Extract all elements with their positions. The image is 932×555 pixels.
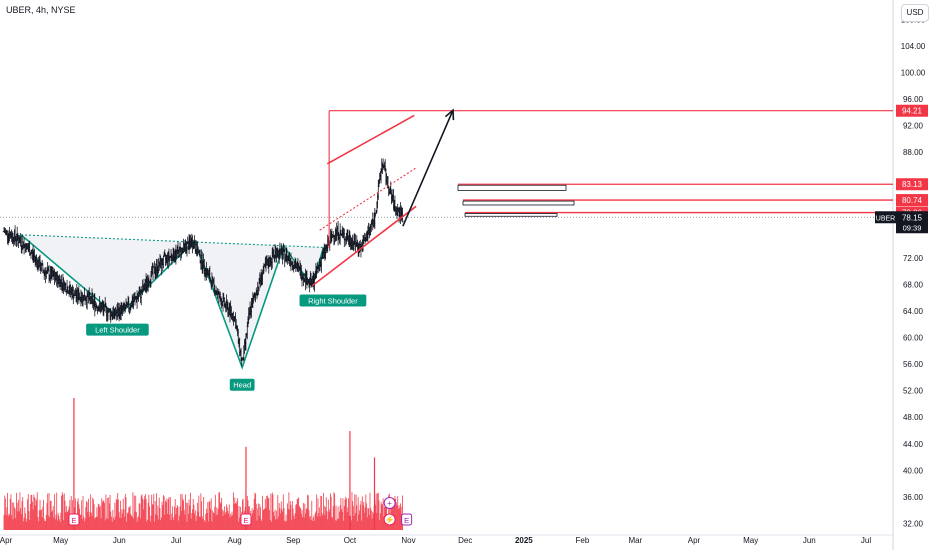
current-price-value: 78.15	[902, 213, 923, 222]
x-tick-label: 2025	[515, 536, 533, 545]
arrow-head	[444, 108, 455, 121]
y-tick-label: 100.00	[901, 68, 926, 77]
pattern-fill	[21, 234, 324, 368]
earnings-marker	[68, 513, 80, 526]
annotation-label: Left Shoulder	[95, 326, 140, 335]
split-event-icon	[383, 513, 396, 526]
x-tick-label: May	[53, 536, 68, 545]
channel-upper	[326, 114, 415, 165]
x-tick-label: Mar	[628, 536, 642, 545]
x-tick-label: Apr	[0, 536, 13, 545]
y-tick-label: 104.00	[901, 42, 926, 51]
y-tick-label: 60.00	[903, 334, 924, 343]
earnings-marker-label: E	[404, 516, 409, 525]
x-tick-label: Nov	[401, 536, 415, 545]
split-event-glyph: ⚡	[385, 515, 395, 525]
symbol-badge	[875, 211, 896, 224]
y-tick-label: 32.00	[903, 519, 924, 528]
x-tick-label: Jun	[803, 536, 816, 545]
y-tick-label: 68.00	[903, 281, 924, 290]
dividend-event-icon	[383, 497, 396, 509]
price-axis-badge-label: 83.13	[902, 180, 923, 189]
y-tick-label: 64.00	[903, 307, 924, 316]
resistance-box	[462, 200, 575, 206]
channel-mid	[319, 167, 417, 231]
y-tick-label: 88.00	[903, 148, 924, 157]
x-tick-label: Jun	[113, 536, 126, 545]
price-axis-badge-label: 94.21	[902, 107, 923, 116]
x-tick-label: Oct	[344, 536, 357, 545]
price-axis-badge	[896, 104, 928, 117]
y-tick-label: 36.00	[903, 493, 924, 502]
y-tick-label: 92.00	[903, 121, 924, 130]
y-tick-label: 96.00	[903, 95, 924, 104]
y-tick-label: 48.00	[903, 413, 924, 422]
symbol-title: UBER, 4h, NYSE	[6, 5, 76, 15]
x-tick-label: Sep	[286, 536, 301, 545]
current-price-badge	[896, 211, 928, 234]
price-axis-badge	[896, 178, 928, 191]
resistance-box	[464, 213, 558, 217]
x-tick-label: Aug	[228, 536, 242, 545]
x-tick-label: Jul	[171, 536, 181, 545]
x-tick-label: Dec	[458, 536, 472, 545]
earnings-marker	[240, 513, 252, 526]
y-tick-label: 40.00	[903, 466, 924, 475]
resistance-box	[457, 184, 567, 191]
y-tick-label: 56.00	[903, 360, 924, 369]
x-tick-label: Feb	[576, 536, 590, 545]
channel-lower	[311, 205, 417, 287]
x-tick-label: Jul	[861, 536, 871, 545]
projection-arrow	[402, 109, 454, 227]
y-tick-label: 44.00	[903, 440, 924, 449]
annotation-label: Right Shoulder	[308, 297, 358, 306]
earnings-marker	[401, 513, 413, 526]
price-axis-badge-label: 80.74	[902, 196, 923, 205]
x-tick-label: Apr	[688, 536, 701, 545]
currency-button[interactable]: USD	[901, 4, 929, 22]
annotation-badge	[299, 294, 367, 307]
y-tick-label: 52.00	[903, 387, 924, 396]
price-axis-badge	[896, 194, 928, 207]
earnings-marker-label: E	[243, 516, 248, 525]
symbol-badge-label: UBER	[876, 215, 895, 222]
x-tick-label: May	[743, 536, 758, 545]
dividend-event-glyph: +	[387, 499, 392, 508]
earnings-marker-label: E	[71, 516, 76, 525]
y-tick-label: 72.00	[903, 254, 924, 263]
neckline	[20, 234, 324, 248]
annotation-label: Head	[233, 381, 251, 390]
annotation-badge	[86, 323, 149, 336]
bar-countdown: 09:39	[903, 223, 922, 232]
annotation-badge	[229, 378, 255, 391]
